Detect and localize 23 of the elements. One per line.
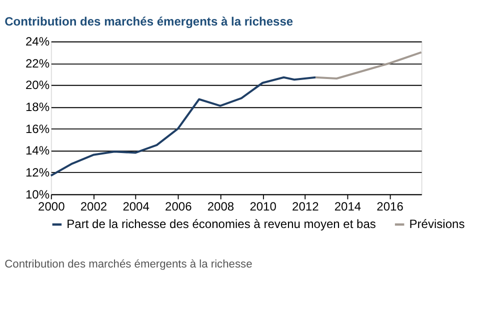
x-tick-label: 2010 bbox=[250, 199, 277, 214]
y-tick-label: 10% bbox=[25, 187, 50, 202]
x-tick-label: 2008 bbox=[207, 199, 234, 214]
y-tick-label: 24% bbox=[25, 34, 50, 49]
x-tick-label: 2006 bbox=[165, 199, 192, 214]
y-tick-label: 18% bbox=[25, 100, 50, 114]
x-tick-label: 2002 bbox=[80, 199, 108, 214]
y-tick-label: 20% bbox=[25, 78, 50, 92]
x-tick-label: 2014 bbox=[334, 199, 362, 214]
chart-title: Contribution des marchés émergents à la richesse bbox=[4, 14, 294, 29]
line-series bbox=[50, 76, 317, 177]
legend-label: Part de la richesse des économies à revenu moyen et bas bbox=[66, 217, 376, 232]
line-series bbox=[314, 51, 422, 80]
x-tick-label: 2012 bbox=[292, 199, 320, 214]
y-tick-label: 14% bbox=[25, 144, 50, 158]
y-tick-label: 12% bbox=[25, 166, 50, 180]
x-tick-label: 2004 bbox=[122, 199, 150, 214]
text: Contribution des marchés émergents à la richesse bbox=[4, 258, 252, 270]
y-tick-label: 22% bbox=[25, 56, 50, 70]
y-tick-label: 16% bbox=[25, 122, 50, 136]
legend-label: Prévisions bbox=[409, 217, 465, 232]
x-tick-label: 2016 bbox=[376, 199, 404, 214]
x-tick-label: 2000 bbox=[38, 199, 66, 214]
